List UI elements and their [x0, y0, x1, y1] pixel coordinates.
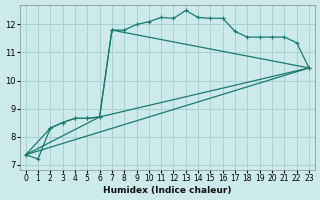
X-axis label: Humidex (Indice chaleur): Humidex (Indice chaleur) — [103, 186, 232, 195]
